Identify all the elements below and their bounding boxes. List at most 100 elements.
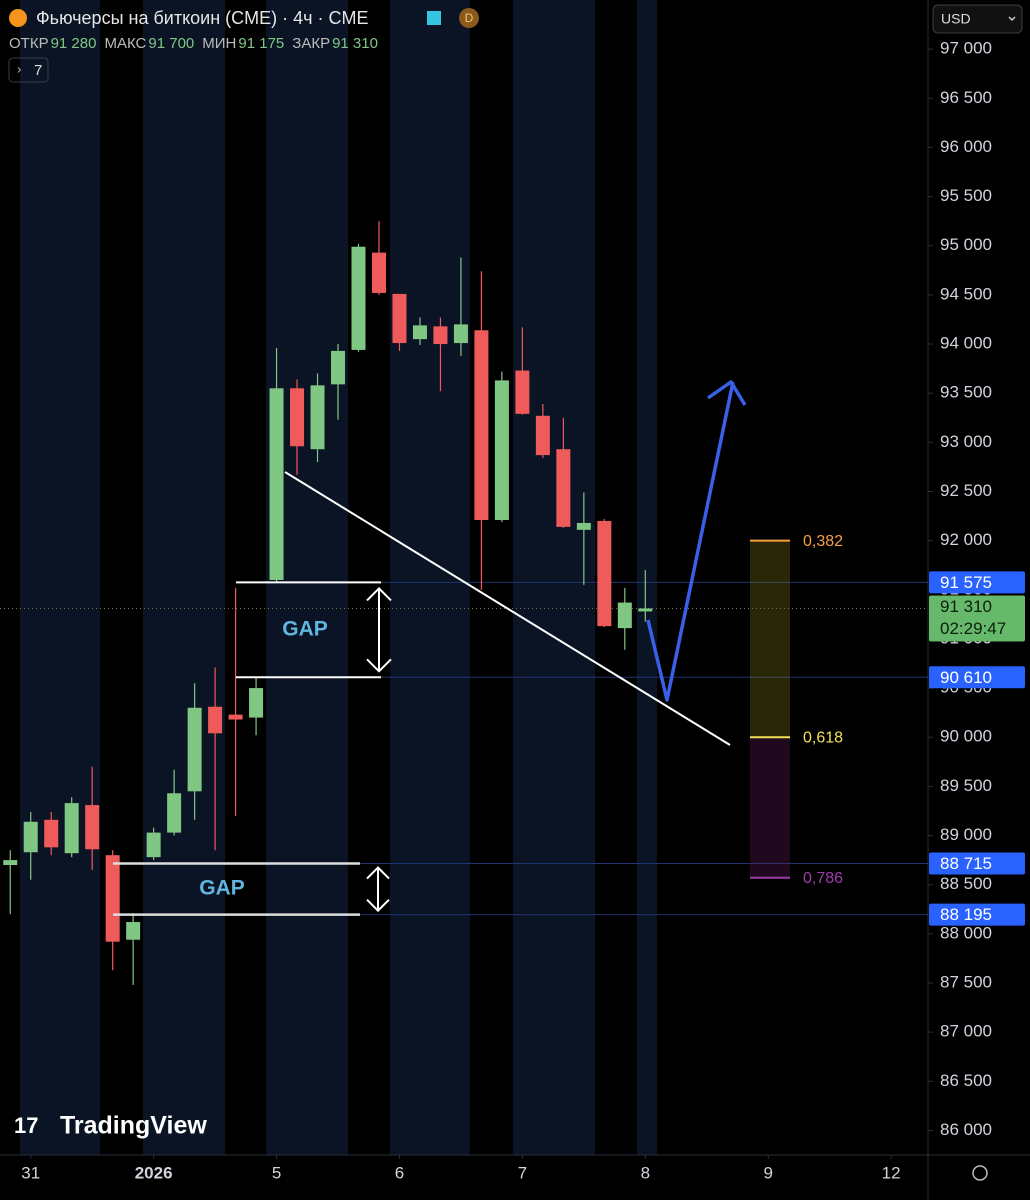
- candle-body: [249, 688, 264, 718]
- candle-body: [392, 293, 407, 344]
- y-tick-label: 89 000: [940, 825, 992, 844]
- flag-icon: [427, 11, 441, 25]
- candle-body: [310, 385, 325, 450]
- y-tick-label: 94 500: [940, 284, 992, 303]
- candle-body: [105, 855, 120, 942]
- fib-zone: [750, 540, 790, 738]
- y-tick-label: 95 000: [940, 235, 992, 254]
- indicator-count: 7: [34, 62, 42, 79]
- candle-body: [494, 380, 509, 520]
- gap-arrow: [366, 587, 392, 673]
- gap-label: GAP: [282, 617, 328, 640]
- x-tick-label: 12: [882, 1163, 901, 1182]
- x-tick-label: 5: [272, 1163, 281, 1182]
- x-tick-label: 9: [763, 1163, 772, 1182]
- candle-body: [290, 388, 305, 447]
- y-tick-label: 87 000: [940, 1022, 992, 1041]
- y-tick-label: 96 000: [940, 137, 992, 156]
- currency-select[interactable]: [932, 4, 1023, 34]
- candle-body: [167, 793, 182, 833]
- candle-body: [556, 449, 571, 527]
- price-label-box: [929, 852, 1025, 875]
- indicator-box[interactable]: [8, 57, 49, 83]
- candle-body: [453, 324, 468, 344]
- fib-label: 0,618: [803, 729, 843, 746]
- fib-zone: [750, 737, 790, 878]
- watermark: TradingView: [60, 1112, 207, 1140]
- candle-body: [412, 325, 427, 340]
- countdown: 02:29:47: [940, 619, 1006, 638]
- currency: USD: [941, 11, 971, 27]
- plot: 0,382 0,618 0,786 GAP GAP: [0, 221, 928, 985]
- candle-body: [228, 714, 243, 720]
- settings-icon[interactable]: [972, 1165, 988, 1181]
- y-tick-label: 88 500: [940, 874, 992, 893]
- y-tick-label: 92 500: [940, 481, 992, 500]
- price-label-box: [929, 903, 1025, 926]
- session-bands: [20, 0, 657, 1155]
- ohlc-label: ОТКР: [9, 35, 49, 52]
- candle-body: [64, 803, 79, 854]
- logo-mark: 17: [14, 1113, 38, 1138]
- chart-title: Фьючерсы на биткоин (CME) · 4ч · CME: [36, 8, 369, 28]
- candle-body: [638, 608, 653, 612]
- y-tick-label: 87 500: [940, 972, 992, 991]
- y-tick-label: 97 000: [940, 39, 992, 58]
- y-tick-label: 96 500: [940, 88, 992, 107]
- candle-body: [187, 707, 202, 792]
- trend-line: [284, 471, 731, 746]
- collapse-icon: ›: [17, 61, 21, 76]
- candle-body: [617, 602, 632, 629]
- current-price: 91 310: [940, 597, 992, 616]
- y-tick-label: 89 500: [940, 776, 992, 795]
- price-label: 88 715: [940, 854, 992, 873]
- candle-body: [371, 252, 386, 293]
- candle-body: [331, 350, 346, 385]
- candle-body: [269, 388, 284, 580]
- x-tick-label: 2026: [135, 1163, 173, 1182]
- y-tick-label: 93 000: [940, 432, 992, 451]
- candle-body: [23, 821, 38, 853]
- ohlc-value: 91 700: [148, 35, 194, 52]
- candle-body: [576, 522, 591, 530]
- fib-label: 0,382: [803, 533, 843, 550]
- candle-body: [208, 706, 223, 734]
- ohlc-label: МАКС: [104, 35, 146, 52]
- price-label: 91 575: [940, 573, 992, 592]
- ohlc-value: 91 280: [51, 35, 97, 52]
- x-tick-label: 31: [21, 1163, 40, 1182]
- candle-body: [44, 819, 59, 848]
- x-tick-label: 6: [395, 1163, 404, 1182]
- candle-body: [597, 520, 612, 627]
- bitcoin-icon: [9, 9, 27, 27]
- y-tick-label: 95 500: [940, 186, 992, 205]
- price-label-box: [929, 666, 1025, 689]
- candle-body: [85, 805, 100, 850]
- gap-arrow: [366, 866, 390, 913]
- forecast-arrow: [646, 380, 747, 702]
- badge: D: [465, 11, 474, 25]
- candle-body: [535, 415, 550, 456]
- y-tick-label: 90 000: [940, 727, 992, 746]
- ohlc-value: 91 175: [238, 35, 284, 52]
- current-price-box: [929, 595, 1025, 642]
- y-tick-label: 88 000: [940, 923, 992, 942]
- candle-body: [433, 326, 448, 345]
- price-label: 90 610: [940, 668, 992, 687]
- badge-circle: [459, 8, 479, 28]
- y-tick-label: 93 500: [940, 383, 992, 402]
- candle-body: [474, 330, 489, 520]
- fib-label: 0,786: [803, 870, 843, 887]
- candle-body: [3, 860, 18, 866]
- x-tick-label: 7: [518, 1163, 527, 1182]
- candle-body: [146, 832, 161, 858]
- select-caret: [1008, 16, 1016, 22]
- x-tick-label: 8: [641, 1163, 650, 1182]
- y-tick-label: 86 500: [940, 1071, 992, 1090]
- y-tick-label: 86 000: [940, 1120, 992, 1139]
- price-label-box: [929, 571, 1025, 594]
- candle-body: [126, 922, 141, 940]
- ohlc-label: МИН: [202, 35, 236, 52]
- candle-body: [515, 370, 530, 414]
